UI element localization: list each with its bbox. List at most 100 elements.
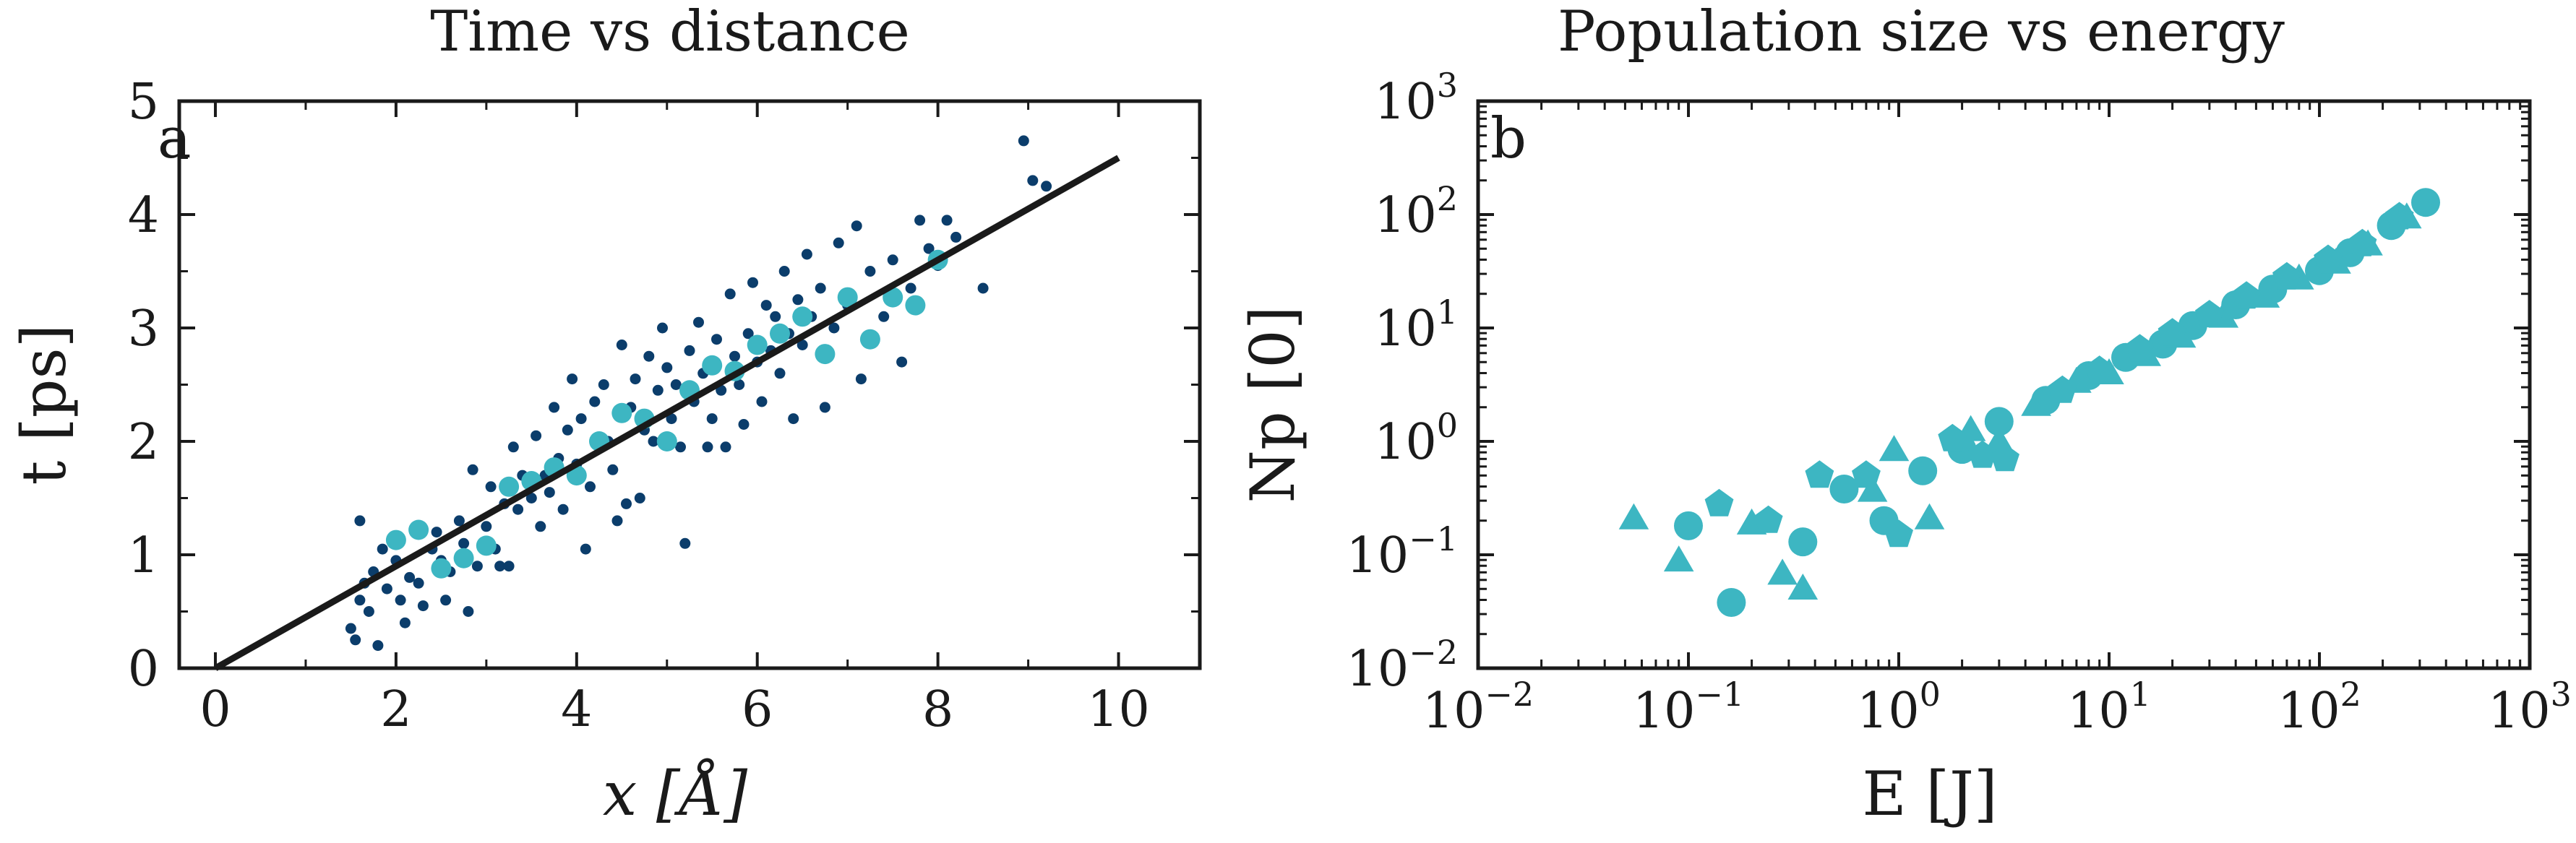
- panel-a-point-small: [819, 402, 830, 413]
- panel-a-point-small: [896, 356, 908, 368]
- panel-a-point-small: [621, 498, 632, 509]
- panel-a-y-tick-label: 2: [128, 414, 159, 471]
- panel-a-letter: a: [158, 106, 192, 171]
- panel-a-point-small: [914, 215, 926, 226]
- panel-b-point-pentagon: [1704, 488, 1734, 516]
- panel-b-y-tick-label: 101: [1374, 293, 1458, 358]
- panel-a-x-tick-label: 4: [561, 681, 592, 738]
- panel-a-point-small: [417, 600, 429, 612]
- panel-a-y-tick-label: 5: [128, 74, 159, 131]
- panel-a-point-small: [815, 282, 826, 294]
- panel-a-point-large: [656, 431, 677, 451]
- panel-a-point-small: [905, 282, 916, 294]
- panel-a-point-small: [851, 220, 862, 232]
- panel-b-point-pentagon: [1753, 505, 1783, 533]
- panel-b-point-circle: [1984, 407, 2014, 436]
- panel-a-y-tick-label: 3: [128, 301, 159, 358]
- panel-a-point-small: [778, 266, 790, 277]
- panel-b-y-tick-label: 102: [1374, 179, 1458, 244]
- panel-a-point-small: [345, 623, 356, 634]
- panel-b-point-triangle: [1618, 503, 1649, 529]
- panel-a-point-small: [643, 350, 655, 362]
- panel-b-y-tick-label: 100: [1374, 406, 1458, 471]
- panel-a-point-small: [463, 606, 474, 617]
- panel-b-letter: b: [1490, 106, 1527, 171]
- panel-b-point-circle: [1788, 527, 1818, 557]
- panel-a-point-small: [377, 543, 388, 555]
- panel-b-title: Population size vs energy: [1558, 0, 2285, 64]
- panel-a-point-small: [747, 277, 758, 288]
- panel-a-point-small: [652, 384, 664, 396]
- panel-a-point-small: [950, 231, 962, 243]
- panel-a-point-small: [485, 481, 497, 493]
- panel-a-point-small: [797, 340, 808, 350]
- panel-a-x-tick-label: 10: [1087, 681, 1150, 738]
- panel-a-point-small: [589, 396, 601, 407]
- panel-a-x-tick-label: 2: [380, 681, 411, 738]
- panel-b-point-pentagon: [2272, 261, 2301, 290]
- panel-a-point-large: [702, 355, 723, 376]
- panel-a-point-small: [567, 373, 578, 385]
- panel-a-point-small: [458, 537, 470, 549]
- panel-b-frame: [1476, 99, 2532, 670]
- panel-a-point-large: [499, 476, 520, 497]
- panel-b-y-tick-label: 10−2: [1347, 633, 1458, 698]
- panel-a-point-small: [481, 521, 492, 532]
- panel-a-point-small: [575, 413, 587, 425]
- panel-a-point-small: [507, 441, 519, 453]
- panel-a-x-axis-label: x [Å]: [603, 758, 748, 829]
- panel-a-point-small: [977, 282, 989, 294]
- panel-a-point-large: [905, 295, 926, 316]
- panel-b-point-pentagon: [2348, 228, 2377, 256]
- panel-a-point-small: [413, 577, 424, 589]
- panel-a-point-small: [828, 322, 840, 334]
- panel-a-point-small: [562, 424, 573, 436]
- panel-a-point-large: [883, 287, 903, 308]
- panel-a-point-small: [833, 237, 844, 248]
- panel-a-point-small: [363, 606, 374, 617]
- panel-a-point-small: [734, 379, 745, 390]
- panel-a-point-small: [661, 362, 673, 373]
- panel-b-point-triangle: [1663, 545, 1694, 572]
- panel-a-point-large: [792, 306, 813, 327]
- panel-a-point-small: [580, 543, 591, 555]
- panel-a-point-small: [864, 266, 876, 277]
- panel-a-point-large: [770, 323, 790, 344]
- panel-a-point-small: [774, 368, 786, 379]
- panel-a-y-tick-label: 0: [128, 641, 159, 698]
- panel-a-point-small: [399, 617, 411, 628]
- panel-a-point-small: [648, 436, 659, 447]
- panel-b-point-pentagon: [2314, 244, 2343, 272]
- panel-b-point-triangle: [1857, 475, 1888, 502]
- panel-a-point-small: [756, 396, 768, 407]
- panel-a-point-small: [557, 503, 569, 515]
- panel-b-point-pentagon: [2158, 318, 2187, 346]
- panel-b-population-vs-energy: Population size vs energy 10−2 10−1 100 101…: [1237, 0, 2572, 829]
- panel-a-y-axis-label: t [ps]: [9, 324, 80, 485]
- panel-a-point-small: [630, 373, 641, 385]
- panel-a-x-tick-label: 0: [199, 681, 231, 738]
- panel-a-point-small: [634, 493, 645, 503]
- panel-a-point-small: [788, 413, 799, 425]
- panel-a-y-tick-label: 4: [128, 187, 159, 244]
- panel-a-point-small: [525, 493, 537, 503]
- panel-a-point-small: [684, 345, 695, 356]
- panel-a-plot-area: 0 2 4 6 8 10 0 1 2 3 4 5: [128, 74, 1202, 738]
- panel-b-point-triangle: [1914, 503, 1945, 529]
- panel-a-point-small: [792, 294, 804, 306]
- panel-a-point-small: [467, 464, 478, 475]
- panel-b-y-tick-label: 10−1: [1347, 519, 1458, 584]
- panel-a-title: Time vs distance: [430, 0, 910, 64]
- panel-b-y-axis-label: Np [0]: [1237, 306, 1308, 503]
- panel-a-point-small: [585, 481, 596, 493]
- panel-a-point-small: [549, 402, 560, 413]
- panel-a-point-small: [372, 640, 384, 652]
- panel-a-point-small: [471, 561, 483, 572]
- panel-b-point-pentagon: [2125, 334, 2155, 362]
- panel-a-point-small: [666, 413, 677, 425]
- panel-a-point-small: [801, 248, 812, 260]
- panel-a-point-small: [544, 487, 555, 498]
- panel-a-point-small: [855, 373, 867, 385]
- panel-a-point-small: [706, 413, 718, 425]
